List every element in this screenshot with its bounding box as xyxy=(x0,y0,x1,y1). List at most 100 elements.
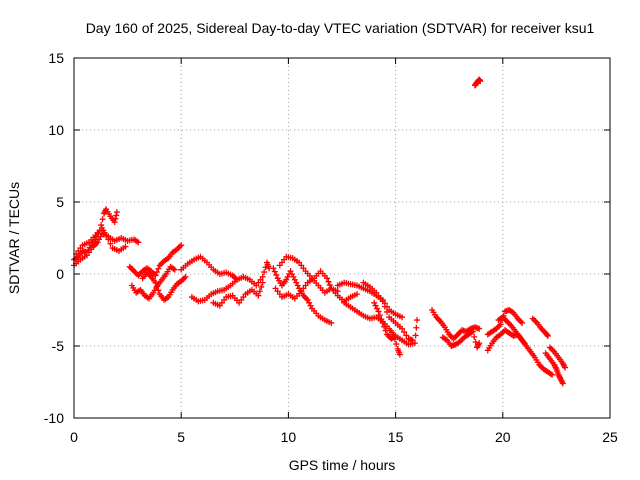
data-point xyxy=(258,283,265,290)
data-point xyxy=(132,269,139,276)
data-point xyxy=(181,275,188,282)
data-point xyxy=(544,331,551,338)
data-point xyxy=(393,341,400,348)
data-series-arc-4 xyxy=(126,242,185,279)
data-point xyxy=(270,265,277,272)
data-point xyxy=(539,327,546,334)
data-point xyxy=(152,272,159,279)
data-series-arc-20 xyxy=(484,307,526,338)
data-point xyxy=(301,294,308,301)
data-point xyxy=(477,78,484,85)
data-point xyxy=(171,266,178,273)
data-point xyxy=(516,317,523,324)
data-point xyxy=(549,347,556,354)
data-point xyxy=(379,298,386,305)
data-point xyxy=(559,380,566,387)
data-point xyxy=(476,325,483,332)
data-point xyxy=(375,308,382,315)
data-point xyxy=(396,351,403,358)
data-point xyxy=(413,324,420,331)
data-series-arc-23 xyxy=(529,315,551,339)
data-point xyxy=(561,363,568,370)
data-point xyxy=(273,271,280,278)
data-point xyxy=(531,317,538,324)
data-point xyxy=(384,308,391,315)
data-point xyxy=(450,335,457,342)
x-tick-label: 10 xyxy=(281,429,297,445)
data-point xyxy=(135,272,142,279)
x-tick-label: 15 xyxy=(388,429,404,445)
data-point xyxy=(135,239,142,246)
data-point xyxy=(284,273,291,280)
data-point xyxy=(549,371,556,378)
grid xyxy=(74,58,610,418)
data-point xyxy=(414,317,421,324)
data-point xyxy=(451,334,458,341)
data-series-arc-10 xyxy=(270,265,335,326)
data-series-arc-24 xyxy=(542,350,566,387)
data-point xyxy=(294,282,301,289)
data-point xyxy=(291,276,298,283)
y-axis-label: SDTVAR / TECUs xyxy=(6,182,22,294)
data-series-arc-3 xyxy=(73,224,129,257)
data-series-arc-12 xyxy=(272,268,361,305)
x-tick-label: 0 xyxy=(70,429,78,445)
data-point xyxy=(156,262,163,269)
data-point xyxy=(399,325,406,332)
data-point xyxy=(497,321,504,328)
data-series-arc-17 xyxy=(429,307,483,342)
data-series-arc-9 xyxy=(210,279,266,309)
data-point xyxy=(256,288,263,295)
data-point xyxy=(107,240,114,247)
data-point xyxy=(290,273,297,280)
data-point xyxy=(261,269,268,276)
y-tick-label: 10 xyxy=(48,122,64,138)
data-point xyxy=(131,268,138,275)
data-series-arc-25 xyxy=(546,344,568,371)
data-point xyxy=(376,312,383,319)
data-point xyxy=(372,302,379,309)
data-series-arc-22 xyxy=(495,314,528,347)
data-point xyxy=(113,209,120,216)
data-point xyxy=(521,340,528,347)
data-point xyxy=(152,279,159,286)
data-point xyxy=(98,222,105,229)
data-point xyxy=(476,340,483,347)
data-point xyxy=(326,282,333,289)
data-point xyxy=(259,273,266,280)
data-series-arc-8 xyxy=(188,259,273,305)
data-point xyxy=(505,319,512,326)
data-point xyxy=(447,332,454,339)
data-point xyxy=(158,260,165,267)
data-point xyxy=(381,323,388,330)
data-point xyxy=(469,328,476,335)
y-tick-label: 5 xyxy=(56,194,64,210)
data-point xyxy=(382,327,389,334)
data-point xyxy=(129,266,136,273)
x-axis-label: GPS time / hours xyxy=(289,457,396,473)
data-point xyxy=(113,212,120,219)
data-series-arc-19 xyxy=(471,76,484,89)
data-point xyxy=(146,272,153,279)
data-point xyxy=(471,333,478,340)
data-point xyxy=(454,331,461,338)
data-point xyxy=(532,318,539,325)
data-point xyxy=(453,332,460,339)
data-point xyxy=(105,236,112,243)
data-point xyxy=(293,279,300,286)
data-point xyxy=(303,295,310,302)
data-point xyxy=(436,317,443,324)
data-point xyxy=(325,278,332,285)
data-point xyxy=(403,332,410,339)
data-series-arc-7 xyxy=(178,253,240,283)
data-point xyxy=(434,315,441,322)
data-point xyxy=(99,216,106,223)
data-point xyxy=(371,299,378,306)
y-tick-label: -5 xyxy=(52,338,65,354)
data-series-arc-15 xyxy=(360,279,416,344)
data-point xyxy=(328,319,335,326)
data-point xyxy=(411,340,418,347)
data-point xyxy=(287,268,294,275)
data-point xyxy=(381,303,388,310)
